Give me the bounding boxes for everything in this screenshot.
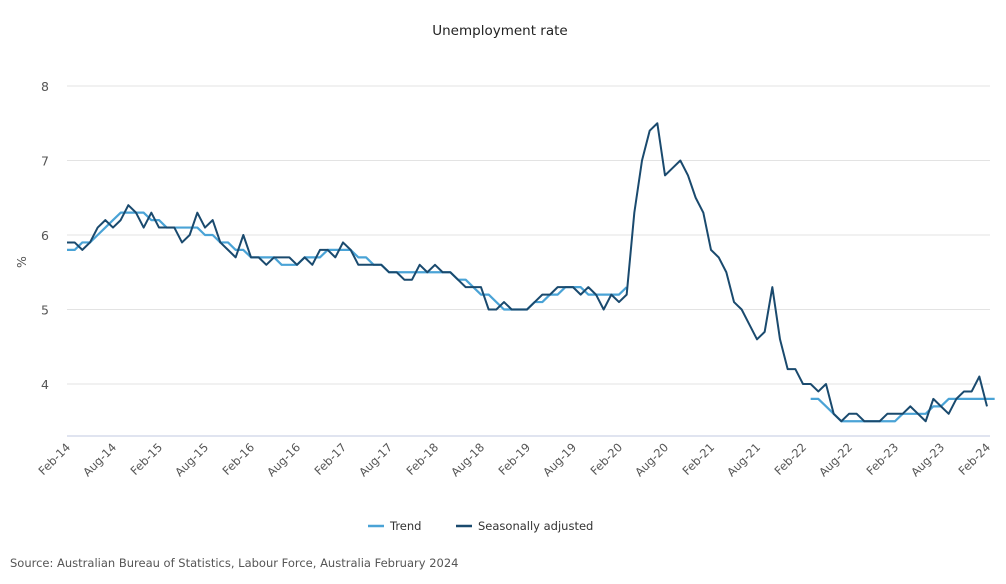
x-tick-label: Aug-15 (172, 440, 211, 479)
y-axis: 4 5 6 7 8 (41, 79, 49, 392)
legend-label-seasonally-adjusted: Seasonally adjusted (478, 519, 593, 533)
source-note: Source: Australian Bureau of Statistics,… (10, 556, 459, 570)
y-tick-label: 6 (41, 228, 49, 243)
x-tick-label: Aug-20 (632, 440, 671, 479)
x-tick-label: Aug-17 (356, 440, 395, 479)
series-lines (67, 122, 995, 423)
y-tick-label: 8 (41, 79, 49, 94)
x-tick-label: Feb-20 (588, 440, 626, 478)
x-tick-label: Aug-21 (724, 440, 763, 479)
x-tick-label: Feb-21 (680, 440, 718, 478)
x-tick-label: Feb-22 (772, 440, 810, 478)
x-tick-label: Aug-18 (448, 440, 487, 479)
legend-item-trend[interactable]: Trend (368, 519, 421, 533)
chart-title: Unemployment rate (432, 23, 567, 39)
x-tick-label: Aug-23 (908, 440, 947, 479)
grid (67, 85, 990, 385)
x-tick-label: Aug-14 (80, 440, 119, 479)
x-tick-label: Aug-19 (540, 440, 579, 479)
x-tick-label: Feb-18 (404, 440, 442, 478)
x-tick-label: Aug-22 (816, 440, 855, 479)
legend-item-seasonally-adjusted[interactable]: Seasonally adjusted (456, 519, 593, 533)
y-tick-label: 7 (41, 154, 49, 169)
series-line-trend (67, 211, 995, 423)
x-tick-label: Aug-16 (264, 440, 303, 479)
x-tick-label: Feb-23 (864, 440, 902, 478)
y-tick-label: 4 (41, 377, 49, 392)
x-tick-label: Feb-24 (956, 440, 994, 478)
legend-label-trend: Trend (389, 519, 421, 533)
y-tick-label: 5 (41, 303, 49, 318)
y-axis-label: % (14, 256, 29, 268)
x-tick-label: Feb-15 (128, 440, 166, 478)
x-axis: Feb-14 Aug-14 Feb-15 Aug-15 Feb-16 Aug-16 Feb-… (36, 440, 994, 479)
x-tick-label: Feb-17 (312, 440, 350, 478)
legend: Trend Seasonally adjusted (368, 519, 593, 533)
x-tick-label: Feb-14 (36, 440, 74, 478)
x-tick-label: Feb-16 (220, 440, 258, 478)
x-tick-label: Feb-19 (496, 440, 534, 478)
series-line-seasonally-adjusted (67, 122, 988, 423)
